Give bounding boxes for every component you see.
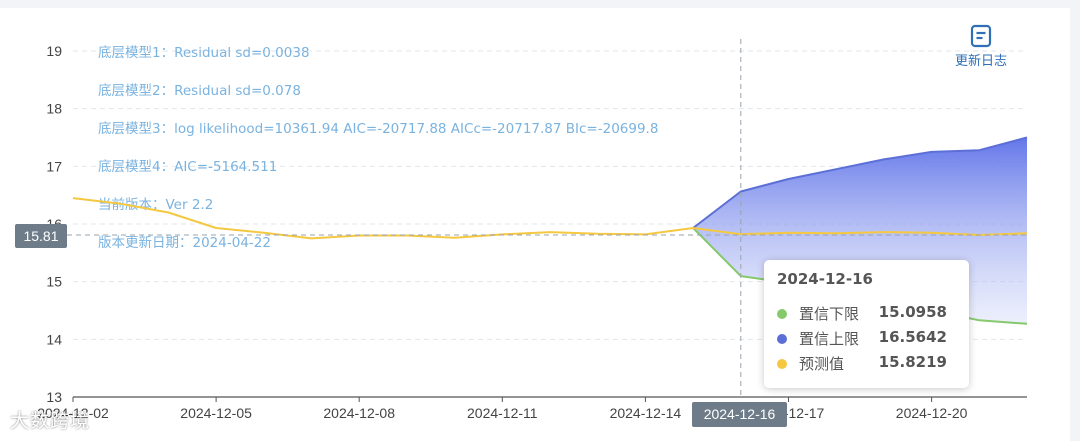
crosshair-x-label: 2024-12-16 (692, 402, 787, 427)
x-tick-label: 2024-12-20 (896, 405, 968, 421)
data-tooltip: 2024-12-16 置信下限 15.0958 置信上限 16.5642 预测值… (764, 260, 969, 388)
y-tick-label: 15 (46, 274, 62, 290)
changelog-label: 更新日志 (954, 54, 1007, 69)
tooltip-row-value: 16.5642 (878, 328, 947, 346)
tooltip-row-forecast: 预测值 15.8219 (777, 353, 959, 375)
upper-bound-line (692, 136, 1028, 229)
tooltip-row-name: 置信上限 (799, 330, 860, 348)
changelog-button[interactable]: 更新日志 (948, 24, 1014, 72)
tooltip-row-name: 置信下限 (799, 305, 860, 323)
annotation-text: 底层模型2：Residual sd=0.078 (98, 83, 301, 99)
annotation-text: 版本更新日期：2024-04-22 (98, 235, 271, 251)
tooltip-row-value: 15.8219 (878, 353, 947, 371)
annotation-text: 底层模型3：log likelihood=10361.94 AIC=-20717… (98, 121, 658, 137)
upper-bound-dot-icon (777, 334, 787, 344)
x-tick-label: 2024-12-08 (323, 405, 395, 421)
crosshair (67, 39, 1027, 397)
forecast-dot-icon (777, 359, 787, 369)
x-tick-label: 2024-12-05 (180, 405, 252, 421)
crosshair-y-label: 15.81 (15, 224, 67, 248)
y-tick-label: 17 (46, 158, 62, 174)
forecast-line (72, 197, 1028, 240)
tooltip-row-lower: 置信下限 15.0958 (777, 303, 959, 325)
tooltip-row-name: 预测值 (799, 355, 845, 373)
y-tick-label: 18 (46, 101, 62, 117)
x-tick-label: 2024-12-14 (610, 405, 682, 421)
tooltip-row-upper: 置信上限 16.5642 (777, 328, 959, 350)
axes: 131415161718192024-12-022024-12-052024-1… (37, 43, 1027, 421)
x-tick-label: 2024-12-02 (37, 405, 109, 421)
watermark: 大数跨境 (10, 410, 91, 432)
annotation-text: 底层模型1：Residual sd=0.0038 (98, 45, 310, 61)
annotation-text: 底层模型4：AIC=-5164.511 (98, 159, 277, 175)
tooltip-row-value: 15.0958 (878, 303, 947, 321)
document-icon (970, 24, 992, 48)
lower-bound-dot-icon (777, 309, 787, 319)
y-tick-label: 19 (46, 43, 62, 59)
model-annotations: 底层模型1：Residual sd=0.0038 底层模型2：Residual s… (98, 45, 658, 251)
y-tick-label: 13 (46, 389, 62, 405)
x-tick-label: 2024-12-11 (467, 405, 538, 421)
y-tick-label: 14 (46, 331, 62, 347)
annotation-text: 当前版本：Ver 2.2 (98, 196, 213, 213)
tooltip-title: 2024-12-16 (777, 270, 873, 288)
